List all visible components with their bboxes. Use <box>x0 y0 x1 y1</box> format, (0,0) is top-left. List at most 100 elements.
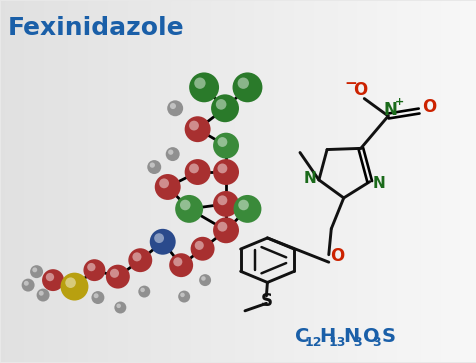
Bar <box>210 1 215 362</box>
Bar <box>72 1 77 362</box>
Circle shape <box>140 287 145 292</box>
Circle shape <box>198 274 211 286</box>
Circle shape <box>188 121 198 130</box>
Text: O: O <box>362 327 378 346</box>
Bar <box>29 1 33 362</box>
Circle shape <box>179 200 190 210</box>
Bar <box>392 1 397 362</box>
Bar <box>428 1 433 362</box>
Bar <box>459 1 465 362</box>
Bar <box>36 1 41 362</box>
Circle shape <box>149 229 175 255</box>
Circle shape <box>217 195 227 205</box>
Bar <box>56 1 61 362</box>
Bar <box>432 1 437 362</box>
Bar <box>207 1 211 362</box>
Bar <box>183 1 188 362</box>
Circle shape <box>60 273 88 301</box>
Bar <box>452 1 456 362</box>
Text: 12: 12 <box>304 337 322 349</box>
Circle shape <box>165 147 179 161</box>
Bar <box>84 1 89 362</box>
Bar <box>471 1 476 362</box>
Bar <box>226 1 231 362</box>
Bar <box>96 1 100 362</box>
Circle shape <box>65 277 76 288</box>
Bar <box>143 1 148 362</box>
Circle shape <box>237 77 248 89</box>
Circle shape <box>30 265 43 278</box>
Bar <box>325 1 330 362</box>
Circle shape <box>178 290 190 302</box>
Bar <box>380 1 386 362</box>
Bar <box>424 1 429 362</box>
Circle shape <box>42 269 64 291</box>
Bar <box>447 1 453 362</box>
Circle shape <box>233 195 261 223</box>
Circle shape <box>175 195 203 223</box>
Bar <box>365 1 369 362</box>
Bar <box>40 1 45 362</box>
Bar <box>48 1 53 362</box>
Circle shape <box>39 291 44 296</box>
Circle shape <box>114 302 126 314</box>
Bar <box>178 1 184 362</box>
Text: C: C <box>294 327 308 346</box>
Text: H: H <box>318 327 334 346</box>
Circle shape <box>83 259 105 281</box>
Bar <box>230 1 235 362</box>
Text: +: + <box>394 97 403 107</box>
Bar <box>139 1 144 362</box>
Circle shape <box>213 133 238 159</box>
Bar <box>88 1 93 362</box>
Bar <box>155 1 160 362</box>
Circle shape <box>128 248 152 272</box>
Bar <box>456 1 460 362</box>
Circle shape <box>106 265 129 289</box>
Bar <box>52 1 57 362</box>
Bar <box>195 1 199 362</box>
Circle shape <box>87 263 95 271</box>
Bar <box>420 1 425 362</box>
Circle shape <box>168 150 173 155</box>
Bar <box>5 1 10 362</box>
Bar <box>281 1 287 362</box>
Bar <box>266 1 271 362</box>
Bar <box>357 1 362 362</box>
Bar <box>250 1 255 362</box>
Circle shape <box>188 163 198 173</box>
Circle shape <box>93 293 99 298</box>
Bar <box>361 1 366 362</box>
Bar <box>202 1 208 362</box>
Text: O: O <box>329 247 343 265</box>
Circle shape <box>189 73 218 102</box>
Bar <box>171 1 176 362</box>
Bar <box>373 1 377 362</box>
Bar <box>349 1 354 362</box>
Bar <box>293 1 298 362</box>
Bar <box>388 1 393 362</box>
Circle shape <box>184 159 210 185</box>
Bar <box>24 1 30 362</box>
Text: N: N <box>303 171 316 186</box>
Circle shape <box>173 257 182 266</box>
Text: N: N <box>372 176 384 191</box>
Circle shape <box>217 137 227 147</box>
Bar <box>0 1 6 362</box>
Bar <box>214 1 219 362</box>
Bar <box>222 1 227 362</box>
Bar <box>464 1 468 362</box>
Circle shape <box>132 252 141 261</box>
Bar <box>444 1 448 362</box>
Circle shape <box>149 163 155 168</box>
Bar <box>44 1 49 362</box>
Bar <box>396 1 401 362</box>
Bar <box>127 1 132 362</box>
Bar <box>242 1 247 362</box>
Bar <box>159 1 164 362</box>
Bar <box>305 1 310 362</box>
Bar <box>274 1 278 362</box>
Bar <box>341 1 346 362</box>
Bar <box>163 1 168 362</box>
Bar <box>467 1 472 362</box>
